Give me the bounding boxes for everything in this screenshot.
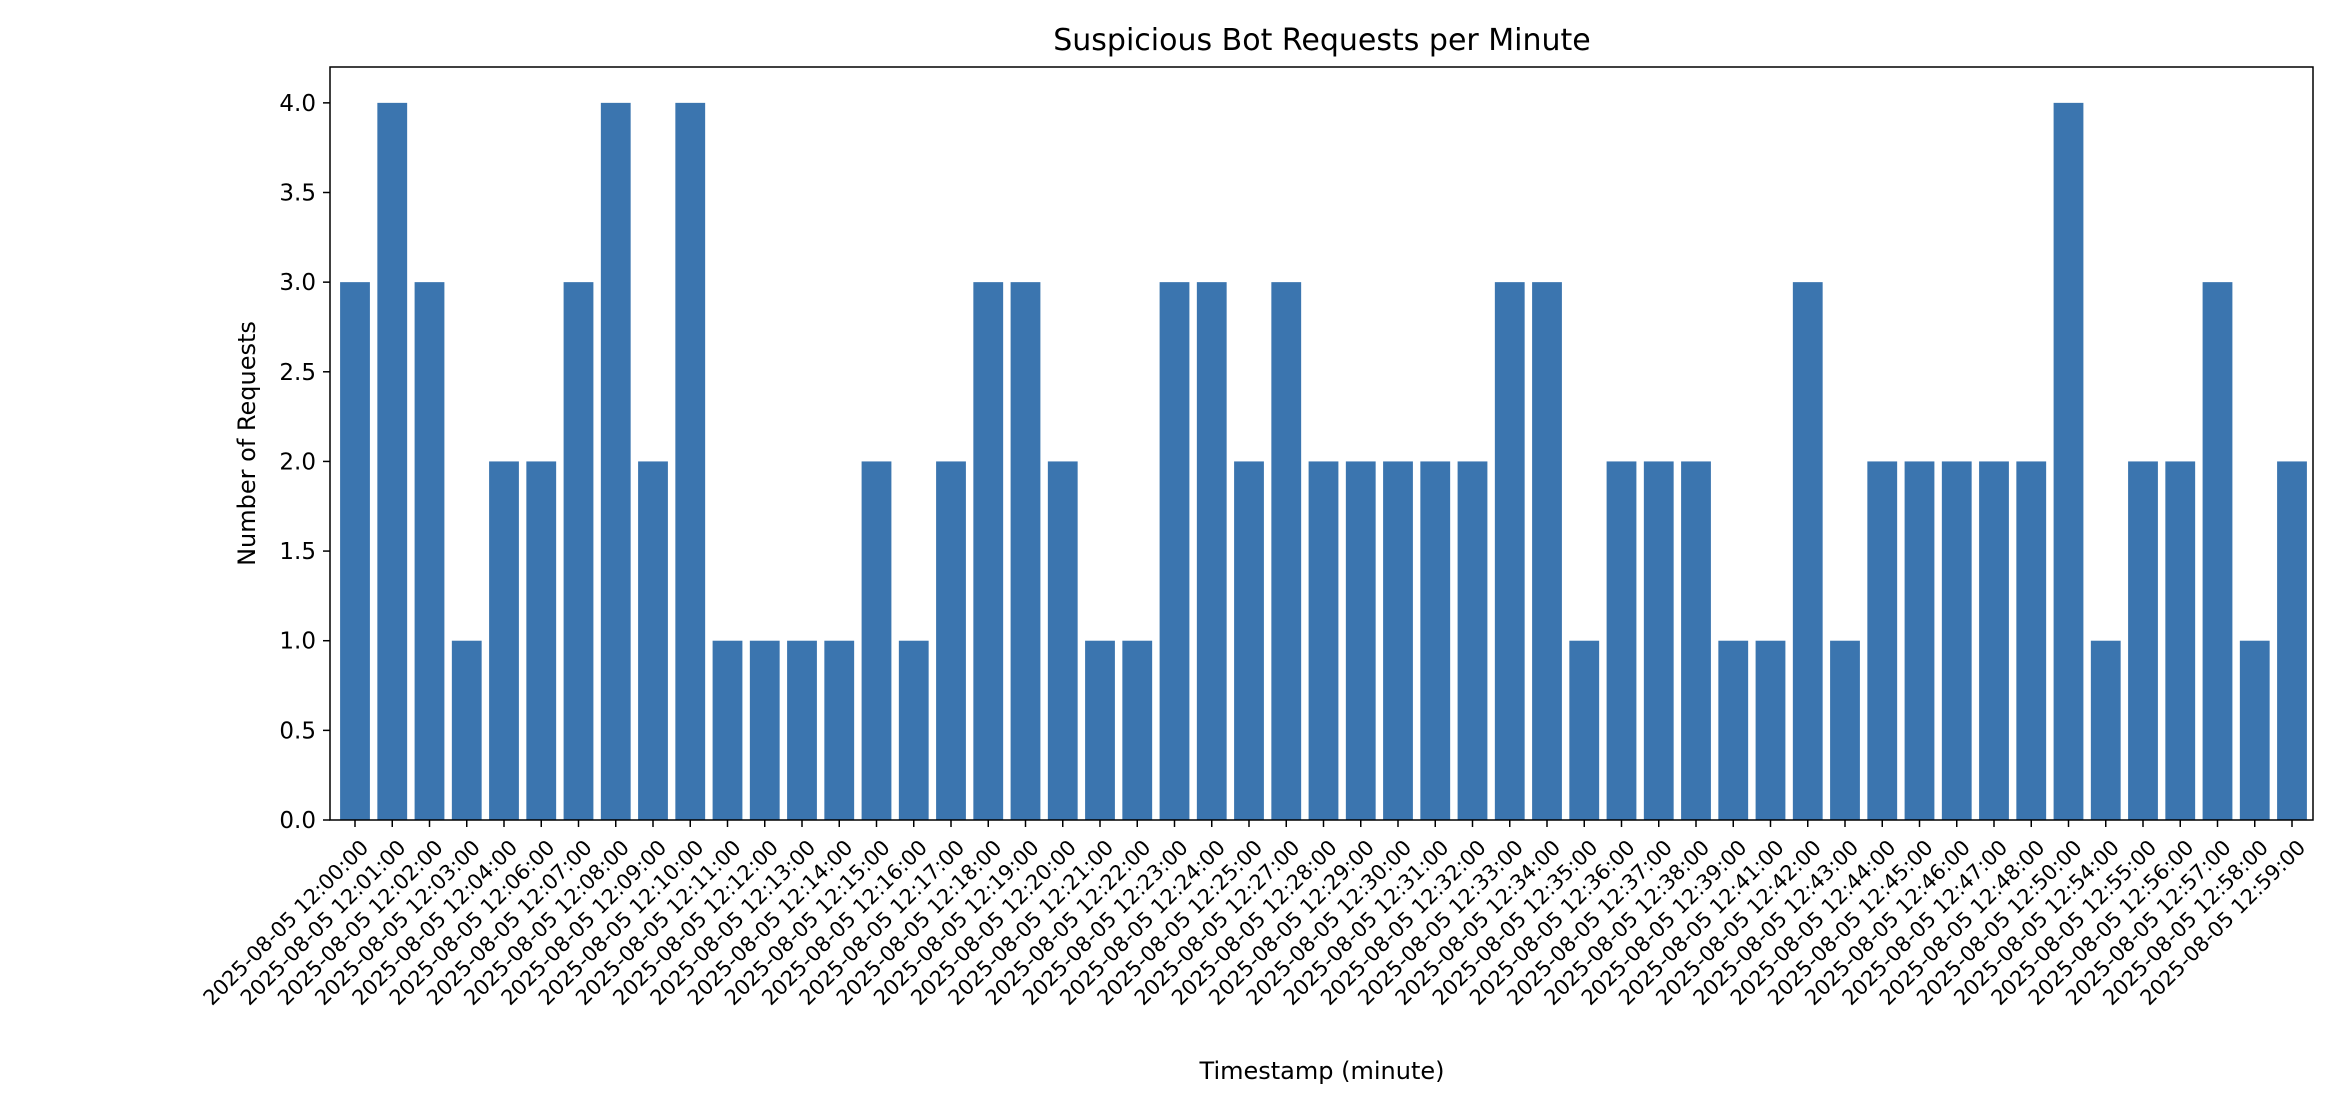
chart-title: Suspicious Bot Requests per Minute: [1053, 23, 1591, 58]
bar-17: [973, 282, 1004, 820]
bar-6: [563, 282, 594, 820]
bar-13: [824, 640, 855, 820]
bar-28: [1383, 461, 1413, 820]
bar-25: [1271, 282, 1302, 820]
bar-26: [1308, 461, 1339, 820]
y-tick-label-0: 0.0: [279, 808, 316, 834]
y-tick-label-6: 3.0: [279, 270, 316, 296]
bar-24: [1234, 461, 1264, 820]
y-axis: 0.0 0.5 1.0 1.5 2.0 2.5 3.0 3.5 4.0: [279, 91, 330, 834]
bar-38: [1755, 640, 1786, 820]
bar-31: [1494, 282, 1525, 820]
bar-16: [936, 461, 966, 820]
bar-40: [1830, 640, 1860, 820]
bar-32: [1532, 282, 1562, 820]
y-tick-label-7: 3.5: [279, 181, 316, 207]
bar-46: [2053, 102, 2084, 821]
y-tick-label-5: 2.5: [279, 360, 316, 386]
bar-7: [600, 102, 631, 821]
bar-42: [1904, 461, 1935, 820]
bar-29: [1420, 461, 1451, 820]
bar-3: [451, 640, 482, 820]
y-tick-label-8: 4.0: [279, 91, 316, 117]
y-tick-label-1: 0.5: [279, 718, 316, 744]
bar-18: [1010, 282, 1041, 820]
bar-48: [2128, 461, 2158, 820]
bar-52: [2277, 461, 2307, 820]
x-axis-label: Timestamp (minute): [1199, 1057, 1445, 1085]
bar-0: [340, 282, 370, 820]
bar-49: [2165, 461, 2196, 820]
bar-27: [1345, 461, 1376, 820]
bar-36: [1681, 461, 1711, 820]
bar-50: [2202, 282, 2233, 820]
bar-2: [414, 282, 445, 820]
y-tick-label-3: 1.5: [279, 539, 316, 565]
bar-14: [861, 461, 892, 820]
bar-44: [1979, 461, 2009, 820]
bar-35: [1643, 461, 1674, 820]
bar-19: [1047, 461, 1078, 820]
bar-22: [1159, 282, 1190, 820]
bar-8: [638, 461, 668, 820]
bar-12: [787, 640, 817, 820]
bar-41: [1867, 461, 1898, 820]
bar-45: [2016, 461, 2047, 820]
bar-23: [1196, 282, 1227, 820]
y-axis-label: Number of Requests: [233, 321, 261, 566]
bar-4: [489, 461, 519, 820]
bar-39: [1792, 282, 1823, 820]
y-tick-label-2: 1.0: [279, 629, 316, 655]
bar-10: [712, 640, 743, 820]
bar-43: [1941, 461, 1972, 820]
bar-9: [675, 102, 706, 821]
bar-20: [1085, 640, 1115, 820]
bars-layer: [340, 102, 2307, 821]
bar-30: [1457, 461, 1488, 820]
bar-37: [1718, 640, 1749, 820]
bar-33: [1569, 640, 1600, 820]
bar-21: [1122, 640, 1153, 820]
bar-5: [526, 461, 557, 820]
y-tick-label-4: 2.0: [279, 449, 316, 475]
bar-15: [898, 640, 929, 820]
bar-11: [749, 640, 780, 820]
bar-34: [1606, 461, 1637, 820]
bar-47: [2090, 640, 2121, 820]
plot-frame: [329, 66, 2314, 821]
bar-51: [2239, 640, 2270, 820]
bar-1: [377, 102, 408, 821]
